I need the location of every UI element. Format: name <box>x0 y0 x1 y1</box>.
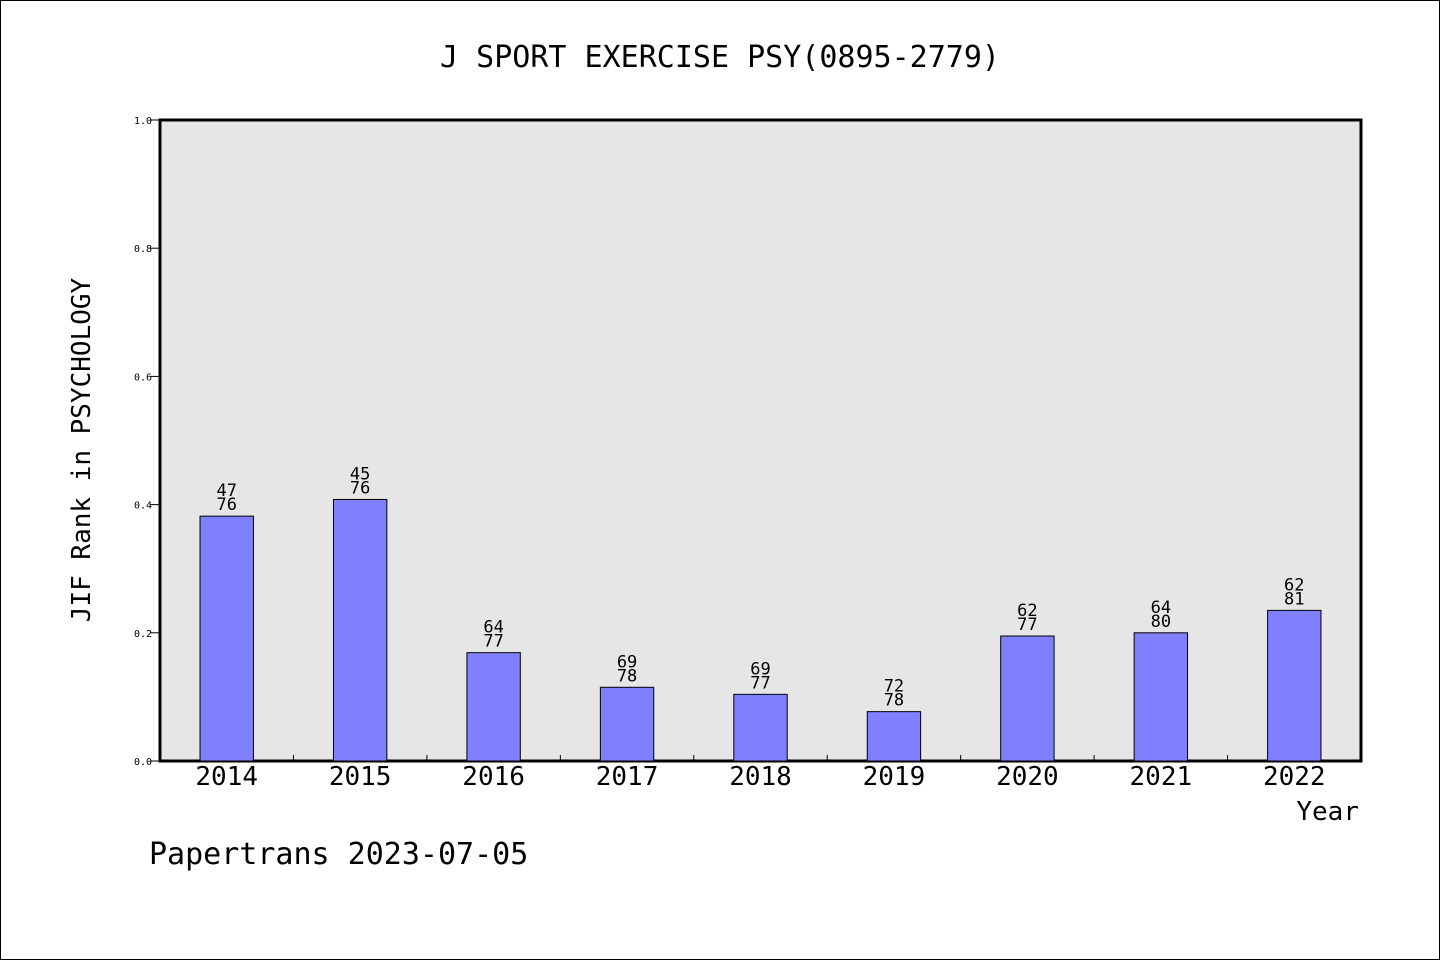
bar-2017 <box>599 686 655 762</box>
x-tick-label: 2021 <box>1130 762 1193 792</box>
y-tick-label: 0.8 <box>134 244 152 255</box>
y-axis: 0.0 0.2 0.4 0.6 0.8 1.0 <box>134 116 160 768</box>
x-tick-label: 2017 <box>596 762 659 792</box>
x-tick-label: 2016 <box>462 762 525 792</box>
y-tick-label: 1.0 <box>134 116 152 127</box>
rank-label: 69 <box>750 659 770 679</box>
x-axis-label: Year <box>1296 797 1359 827</box>
rank-label: 64 <box>1151 598 1171 618</box>
rank-label: 62 <box>1284 575 1304 595</box>
bar-2015 <box>332 498 388 762</box>
footer-text: Papertrans 2023-07-05 <box>149 837 528 872</box>
rank-label: 62 <box>1017 601 1037 621</box>
total-label: 80 <box>1151 612 1171 632</box>
total-label: 77 <box>1017 615 1037 635</box>
total-label: 76 <box>216 495 236 515</box>
x-tick-label: 2014 <box>195 762 258 792</box>
rank-label: 64 <box>483 618 503 638</box>
total-label: 77 <box>483 632 503 652</box>
bar-2019 <box>866 711 922 762</box>
y-tick-label: 0.6 <box>134 372 152 383</box>
bar-2014 <box>199 515 254 762</box>
bar-2016 <box>466 652 521 762</box>
total-label: 77 <box>750 673 770 693</box>
bar-2022 <box>1267 609 1322 762</box>
x-tick-label: 2022 <box>1263 762 1326 792</box>
bar-2018 <box>733 693 788 762</box>
bars-group <box>199 498 1322 762</box>
total-label: 78 <box>884 691 904 711</box>
chart-title: J SPORT EXERCISE PSY(0895-2779) <box>440 40 1000 75</box>
y-tick-label: 0.4 <box>134 501 152 512</box>
x-tick-label: 2018 <box>729 762 792 792</box>
x-axis: 2014 2015 2016 2017 2018 2019 2020 2021 2022 <box>195 755 1326 792</box>
rank-label: 69 <box>617 652 637 672</box>
y-axis-label: JIF Rank in PSYCHOLOGY <box>67 277 97 622</box>
total-label: 76 <box>350 478 370 498</box>
bar-2021 <box>1133 632 1189 762</box>
rank-label: 45 <box>350 464 370 484</box>
y-tick-label: 0.0 <box>134 757 152 768</box>
total-label: 81 <box>1284 589 1304 609</box>
x-tick-label: 2015 <box>329 762 392 792</box>
rank-label: 72 <box>884 677 904 697</box>
bar-2020 <box>1000 635 1055 762</box>
y-tick-label: 0.2 <box>134 629 152 640</box>
x-tick-label: 2019 <box>863 762 926 792</box>
x-tick-label: 2020 <box>996 762 1059 792</box>
total-label: 78 <box>617 666 637 686</box>
rank-label: 47 <box>216 481 236 501</box>
